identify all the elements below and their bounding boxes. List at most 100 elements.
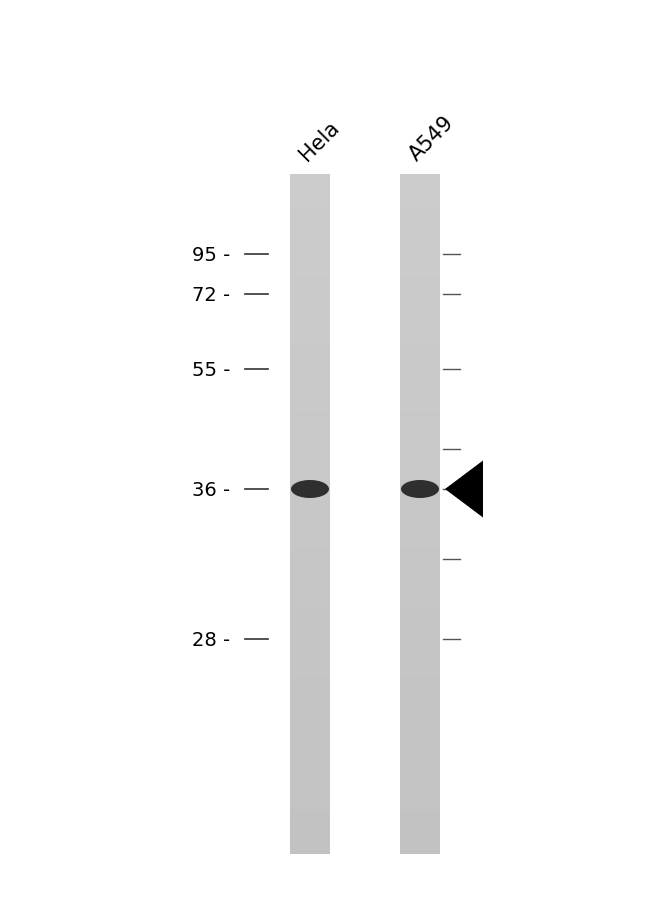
Text: Hela: Hela — [296, 118, 343, 165]
Bar — [400, 752, 440, 761]
Bar — [290, 404, 330, 413]
Bar — [400, 651, 440, 659]
Bar — [290, 752, 330, 761]
Bar — [400, 573, 440, 583]
Bar — [400, 761, 440, 769]
Bar — [400, 786, 440, 795]
Bar — [400, 370, 440, 379]
Bar — [400, 829, 440, 837]
Text: 28 -: 28 - — [192, 630, 230, 649]
Bar — [290, 769, 330, 777]
Bar — [400, 795, 440, 803]
Bar — [400, 837, 440, 845]
Bar — [400, 811, 440, 820]
Bar — [290, 607, 330, 617]
Bar — [400, 583, 440, 591]
Bar — [290, 438, 330, 447]
Bar — [290, 617, 330, 625]
Bar — [290, 701, 330, 709]
Bar — [290, 820, 330, 829]
Bar — [290, 795, 330, 803]
Bar — [400, 591, 440, 599]
Bar — [290, 294, 330, 302]
Bar — [400, 685, 440, 693]
Bar — [290, 633, 330, 641]
Bar — [400, 531, 440, 540]
Bar — [400, 659, 440, 667]
Bar — [290, 217, 330, 226]
Bar — [400, 192, 440, 200]
Bar — [400, 319, 440, 328]
Bar — [290, 506, 330, 515]
Bar — [290, 379, 330, 387]
Bar — [400, 599, 440, 607]
Bar — [290, 489, 330, 497]
Text: A549: A549 — [406, 112, 458, 165]
Bar — [290, 811, 330, 820]
Bar — [290, 583, 330, 591]
Bar — [290, 472, 330, 481]
Bar — [400, 735, 440, 743]
Bar — [400, 633, 440, 641]
Bar — [400, 617, 440, 625]
Bar — [400, 701, 440, 709]
Bar — [400, 243, 440, 251]
Bar — [290, 693, 330, 701]
Bar — [290, 523, 330, 531]
Bar — [400, 719, 440, 727]
Bar — [400, 277, 440, 285]
Bar — [290, 345, 330, 353]
Bar — [290, 447, 330, 455]
Bar — [290, 285, 330, 294]
Bar — [290, 336, 330, 345]
Bar — [290, 743, 330, 752]
Bar — [290, 175, 330, 183]
Bar — [400, 217, 440, 226]
Bar — [290, 429, 330, 438]
Ellipse shape — [291, 481, 329, 498]
Bar — [400, 209, 440, 217]
Bar — [290, 719, 330, 727]
Text: 36 -: 36 - — [192, 480, 230, 499]
Bar — [400, 285, 440, 294]
Bar — [400, 709, 440, 719]
Bar — [400, 565, 440, 573]
Bar — [400, 345, 440, 353]
Bar — [290, 226, 330, 234]
Bar — [290, 361, 330, 370]
Bar — [290, 413, 330, 421]
Bar — [400, 226, 440, 234]
Text: 72 -: 72 - — [192, 285, 230, 304]
Bar — [290, 455, 330, 463]
Bar — [290, 625, 330, 633]
Bar — [290, 685, 330, 693]
Bar — [290, 395, 330, 404]
Bar — [400, 294, 440, 302]
Bar — [290, 319, 330, 328]
Bar — [290, 370, 330, 379]
Bar — [400, 404, 440, 413]
Bar — [400, 234, 440, 243]
Bar — [290, 675, 330, 685]
Bar — [290, 481, 330, 489]
Bar — [400, 641, 440, 651]
Bar — [290, 421, 330, 429]
Bar — [400, 845, 440, 854]
Bar — [400, 481, 440, 489]
Bar — [290, 803, 330, 811]
Bar — [400, 455, 440, 463]
Bar — [290, 353, 330, 361]
Bar — [290, 709, 330, 719]
Bar — [290, 777, 330, 786]
Bar — [290, 192, 330, 200]
Text: 55 -: 55 - — [192, 360, 230, 380]
Bar — [400, 336, 440, 345]
Bar — [400, 777, 440, 786]
Bar — [400, 472, 440, 481]
Bar — [400, 557, 440, 565]
Bar — [290, 311, 330, 319]
Bar — [290, 515, 330, 523]
Bar — [290, 837, 330, 845]
Bar — [400, 743, 440, 752]
Bar — [400, 175, 440, 183]
